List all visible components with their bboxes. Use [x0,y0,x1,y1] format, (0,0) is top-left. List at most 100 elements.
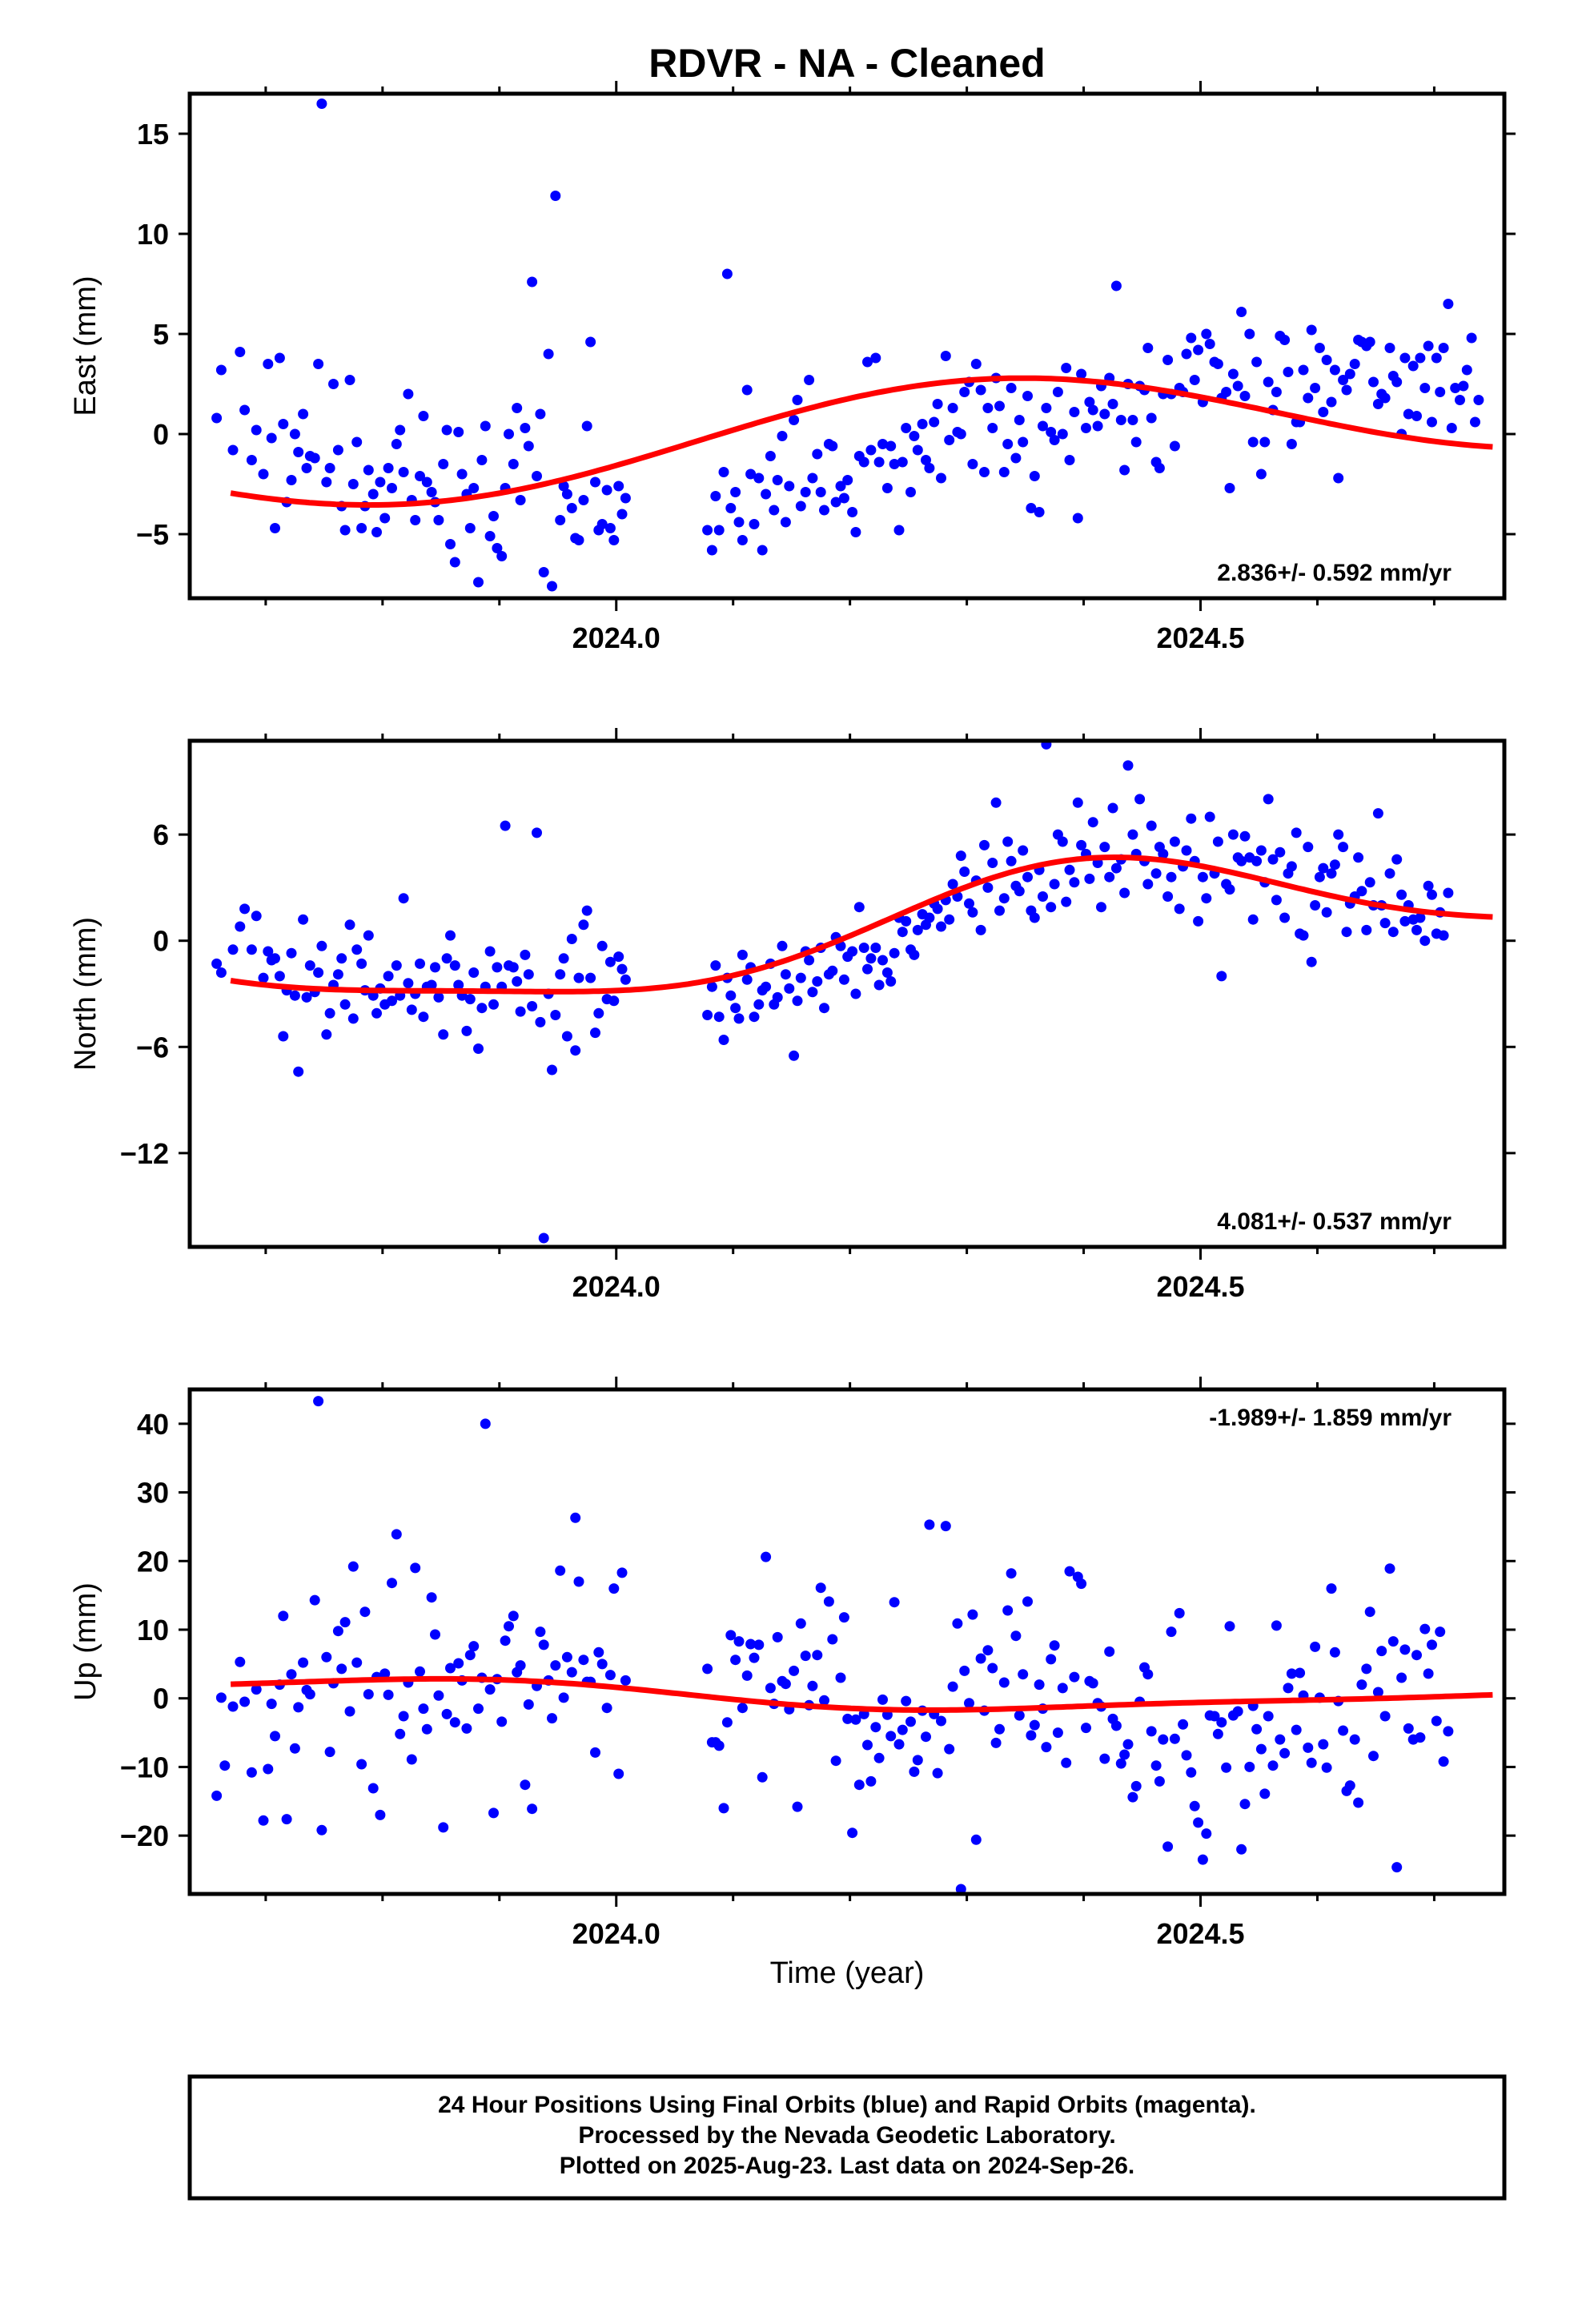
east-data-point [278,419,289,429]
up-data-point [1002,1605,1014,1616]
up-data-point [426,1592,437,1603]
east-data-point [227,444,239,456]
east-data-point [1399,352,1411,364]
north-data-point [1384,868,1395,879]
east-data-point [476,455,488,465]
east-data-point [753,472,765,484]
up-data-point [1283,1683,1294,1694]
up-data-point [1291,1724,1302,1735]
north-data-point [1193,915,1204,927]
up-data-point [889,1597,900,1608]
up-data-point [281,1814,292,1825]
east-data-point [850,527,861,537]
east-y-axis-label: East (mm) [69,275,102,416]
north-y-axis-label: North (mm) [69,917,102,1071]
east-data-point [573,535,584,545]
up-data-point [449,1717,460,1728]
east-data-point [713,525,725,536]
north-data-point [512,976,523,987]
east-data-point [909,431,920,441]
east-data-point [721,268,733,279]
north-data-point [473,1043,484,1054]
up-data-point [1236,1844,1247,1855]
north-data-point [468,967,480,978]
north-data-point [1186,813,1197,824]
east-data-point [967,459,978,469]
north-data-point [391,960,402,971]
up-data-point [940,1521,951,1532]
up-data-point [853,1779,865,1791]
east-data-point [730,487,741,497]
north-data-point [804,955,815,966]
east-data-point [889,459,900,469]
up-data-point [1364,1606,1375,1618]
east-data-point [239,404,251,416]
east-data-point [332,444,343,456]
east-data-point [1084,396,1095,408]
north-data-point [865,953,877,964]
up-data-point [219,1760,231,1771]
up-data-point [1049,1640,1060,1651]
north-data-point [235,921,246,932]
up-data-point [765,1683,776,1694]
up-data-point [438,1822,449,1833]
north-panel: −12 −6 0 6 2024.0 2024.5 North (mm) 4.081+/- 0.… [69,728,1516,1303]
east-data-point [1279,335,1291,345]
north-data-point [1181,845,1192,856]
up-data-point [1431,1715,1442,1727]
east-data-point [769,505,780,516]
east-data-point [488,511,499,521]
up-data-point [391,1529,402,1540]
north-data-point [1049,879,1060,890]
up-data-point [1318,1739,1329,1750]
up-data-point [1356,1679,1367,1691]
up-data-point [395,1728,406,1739]
north-data-point [278,1031,289,1042]
east-data-point [1326,396,1337,408]
east-data-point [718,467,729,477]
up-y-tick-label: 30 [137,1477,169,1510]
east-data-point [356,523,367,533]
up-data-point [293,1702,304,1713]
north-data-point [1146,820,1157,831]
east-data-point [421,476,432,488]
north-data-point [532,827,542,838]
east-data-point [1236,307,1247,317]
north-data-point [901,915,912,927]
east-data-point [616,509,628,520]
up-data-point [847,1827,858,1839]
up-data-point [1244,1761,1255,1772]
up-y-tick-label: −10 [120,1751,169,1783]
east-data-point [979,467,990,477]
up-data-point [620,1675,631,1686]
east-data-point [620,493,631,504]
north-data-point [453,979,464,991]
east-data-point [1244,328,1255,340]
north-data-point [897,927,908,938]
east-data-point [415,471,425,481]
up-data-point [321,1651,332,1663]
up-data-point [1146,1726,1157,1737]
north-data-point [1107,802,1118,814]
east-data-point [426,487,437,497]
figure-title: RDVR - NA - Cleaned [648,41,1045,86]
north-data-point [838,974,849,985]
east-data-point [532,471,542,481]
up-data-point [468,1641,480,1652]
up-data-point [227,1701,239,1712]
east-data-point [289,428,300,440]
north-data-point [1057,836,1068,847]
up-data-point [246,1767,257,1778]
north-data-point [321,1029,332,1040]
up-data-point [1438,1756,1449,1767]
east-data-point [520,423,531,433]
up-data-point [309,1594,320,1606]
up-data-point [324,1747,335,1758]
north-data-point [710,960,721,971]
up-data-point [538,1639,549,1651]
north-data-point [850,988,861,999]
east-data-point [590,476,600,488]
up-data-point [535,1626,546,1638]
up-data-point [947,1681,958,1692]
east-data-point [395,424,406,436]
